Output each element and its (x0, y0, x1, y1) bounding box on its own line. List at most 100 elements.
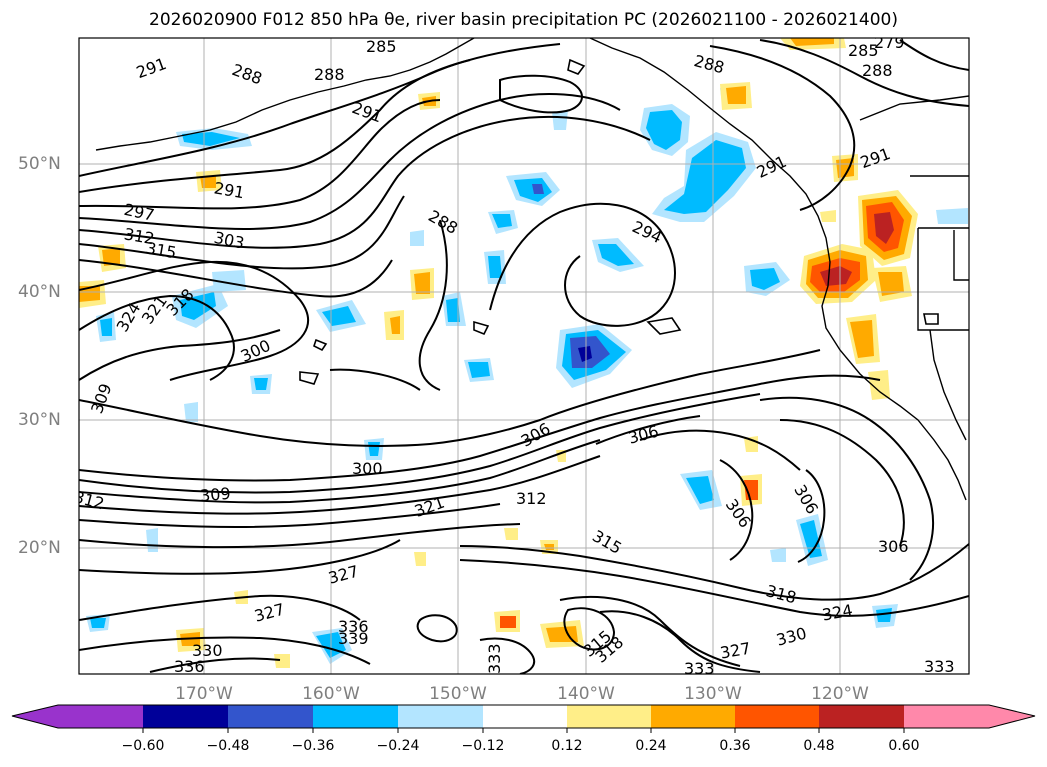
precip-pos-patch (878, 272, 904, 296)
precip-neg-patch (492, 214, 512, 228)
contour-label: 288 (862, 61, 893, 80)
lon-label: 120°W (811, 684, 869, 704)
precip-pos-patch (274, 654, 290, 668)
contour-label: 306 (878, 537, 909, 556)
contour-label: 333 (924, 657, 955, 676)
contour-label: 336 (174, 657, 205, 676)
contour-label: 333 (684, 659, 715, 678)
gridlines (79, 38, 969, 674)
contour-label: 300 (238, 336, 274, 366)
precip-pos-patch (546, 626, 578, 642)
colorbar-swatch (819, 705, 904, 728)
theta-e-contours (79, 39, 969, 674)
colorbar-swatch (228, 705, 313, 728)
contour-label: 336 (338, 617, 369, 636)
contour-label: 327 (252, 600, 286, 626)
colorbar-tick-label: 0.12 (551, 738, 583, 754)
contour-label: 321 (412, 493, 447, 521)
colorbar-tick-label: 0.24 (635, 738, 667, 754)
colorbar-swatch (567, 705, 651, 728)
lat-label: 40°N (18, 282, 61, 302)
precip-neg-patch (212, 270, 246, 292)
precip-neg-patch (532, 184, 544, 194)
precip-neg-patch (646, 110, 682, 150)
lat-label: 50°N (18, 154, 61, 174)
colorbar-tick-label: −0.12 (461, 738, 505, 754)
precip-neg-patch (686, 476, 714, 504)
precip-neg-patch (578, 346, 592, 362)
small-contour-loops (299, 58, 939, 385)
colorbar-tick-label: −0.36 (291, 738, 335, 754)
colorbar-swatch (904, 705, 989, 728)
lon-label: 150°W (429, 684, 487, 704)
precip-neg-patch (514, 178, 552, 202)
precip-pos-patch (504, 528, 518, 540)
contour-label: 327 (719, 639, 752, 663)
precip-neg-patch (254, 378, 268, 390)
precip-pos-patch (874, 212, 894, 244)
coastlines (95, 38, 969, 501)
colorbar-extend-low (12, 705, 58, 728)
precip-pos-patch (414, 272, 430, 294)
colorbar-swatch (735, 705, 819, 728)
lon-label: 140°W (557, 684, 615, 704)
lon-label: 160°W (302, 684, 360, 704)
precip-pos-patch (102, 248, 120, 266)
contour-label: 288 (692, 51, 726, 77)
contour-label: 306 (626, 422, 660, 448)
precip-neg-patch (936, 208, 968, 224)
precip-neg-patch (90, 618, 106, 628)
precip-neg-patch (446, 298, 460, 322)
precip-neg-patch (664, 140, 746, 214)
colorbar (11, 704, 1036, 733)
contour-label: 312 (516, 489, 547, 508)
precip-pos-patch (744, 480, 758, 500)
contour-label: 291 (754, 152, 790, 182)
precip-neg-patch (876, 608, 892, 622)
precip-neg-patch (750, 268, 780, 290)
colorbar-swatch (58, 705, 143, 728)
precip-neg-patch (488, 256, 502, 278)
contour-label: 291 (213, 178, 246, 202)
precip-pos-patch (79, 286, 100, 302)
precip-neg-patch (182, 132, 240, 146)
precip-neg-patch (598, 244, 634, 266)
contour-label: 303 (212, 228, 246, 253)
contour-label: 324 (821, 601, 854, 625)
lat-label: 20°N (18, 538, 61, 558)
precip-neg-patch (100, 318, 112, 336)
colorbar-swatch (651, 705, 735, 728)
contour-label: 294 (629, 217, 665, 247)
precip-pos-patch (726, 86, 746, 104)
contour-label: 318 (764, 581, 798, 607)
precip-pos-patch (500, 616, 516, 628)
contour-label: 309 (87, 381, 115, 416)
colorbar-swatch (398, 705, 483, 728)
precip-neg-patch (410, 230, 424, 246)
precip-neg-patch (468, 362, 490, 378)
contour-label: 330 (192, 641, 223, 660)
contour-label: 279 (874, 33, 905, 52)
contour-label: 315 (145, 238, 178, 262)
contour-label: 330 (774, 624, 808, 650)
contour-label: 291 (858, 144, 893, 172)
contour-label: 288 (314, 65, 345, 84)
colorbar-extend-high (989, 705, 1035, 728)
precip-neg-patch (184, 402, 198, 422)
map-title: 2026020900 F012 850 hPa θe, river basin … (149, 10, 898, 30)
colorbar-swatch (483, 705, 567, 728)
contour-label: 339 (338, 629, 369, 648)
precip-pos-patch (790, 38, 834, 46)
lat-label: 30°N (18, 410, 61, 430)
precip-shading (79, 38, 968, 668)
contour-label: 285 (366, 37, 397, 56)
contour-label: 300 (352, 459, 383, 478)
precip-neg-patch (552, 110, 568, 130)
precip-pos-patch (390, 316, 400, 334)
colorbar-tick-label: 0.36 (719, 738, 751, 754)
colorbar-swatch (313, 705, 398, 728)
precip-pos-patch (850, 320, 874, 358)
colorbar-outline (11, 704, 1036, 729)
map-frame (78, 37, 970, 675)
contour-label: 315 (589, 526, 625, 558)
